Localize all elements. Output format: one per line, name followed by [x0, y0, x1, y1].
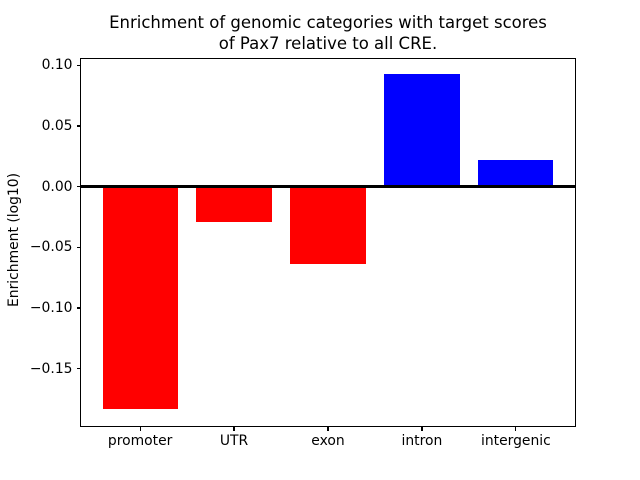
x-tick-label-UTR: UTR: [219, 433, 249, 449]
x-tick-mark: [139, 427, 141, 431]
x-tick-label-intergenic: intergenic: [480, 433, 551, 449]
bar-intron: [384, 73, 460, 187]
bar-UTR: [196, 186, 272, 222]
chart-title: Enrichment of genomic categories with ta…: [109, 13, 547, 53]
x-tick-mark: [515, 427, 517, 431]
y-tick-label: 0.00: [41, 178, 73, 195]
y-tick-mark: [76, 368, 80, 370]
y-tick-mark: [76, 186, 80, 188]
x-tick-label-intron: intron: [401, 433, 443, 449]
y-tick-label: −0.15: [29, 360, 73, 377]
y-tick-mark: [76, 307, 80, 309]
y-tick-label: −0.10: [29, 300, 73, 317]
x-tick-mark: [233, 427, 235, 431]
bar-exon: [290, 186, 366, 265]
y-tick-label: 0.10: [41, 57, 73, 74]
zero-line: [80, 185, 576, 189]
bar-promoter: [102, 186, 178, 409]
x-tick-mark: [327, 427, 329, 431]
y-tick-label: −0.05: [29, 239, 73, 256]
y-tick-label: 0.05: [41, 117, 73, 134]
x-tick-label-promoter: promoter: [107, 433, 173, 449]
bar-intergenic: [478, 159, 554, 187]
y-tick-mark: [76, 64, 80, 66]
y-tick-mark: [76, 246, 80, 248]
x-tick-mark: [421, 427, 423, 431]
x-tick-label-exon: exon: [311, 433, 345, 449]
y-tick-mark: [76, 125, 80, 127]
